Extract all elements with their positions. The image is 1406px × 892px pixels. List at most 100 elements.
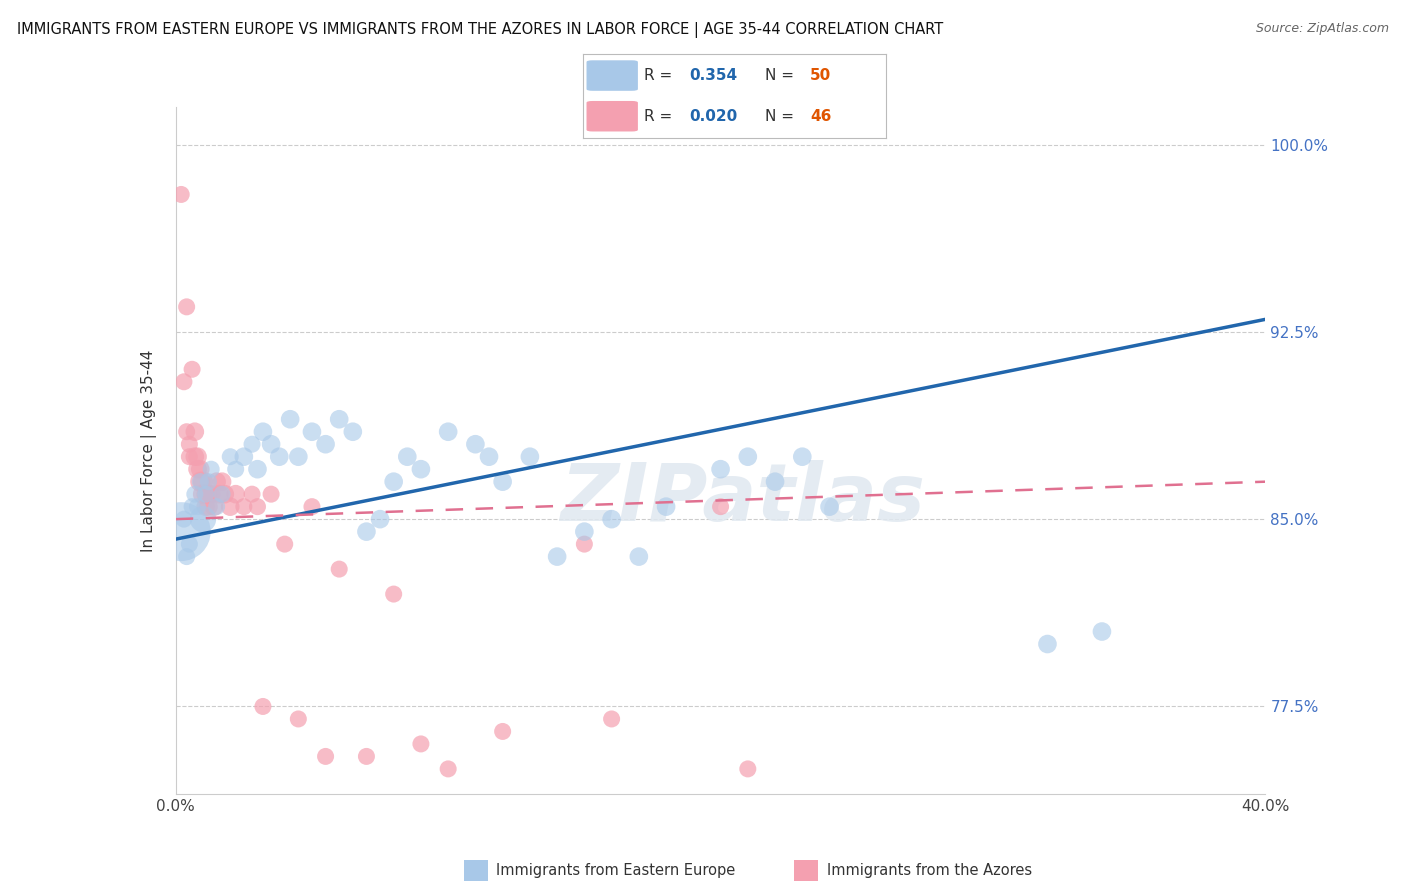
- Text: IMMIGRANTS FROM EASTERN EUROPE VS IMMIGRANTS FROM THE AZORES IN LABOR FORCE | AG: IMMIGRANTS FROM EASTERN EUROPE VS IMMIGR…: [17, 22, 943, 38]
- Point: [437, 425, 460, 439]
- Point: [1091, 624, 1114, 639]
- Point: [382, 475, 405, 489]
- Point: [437, 762, 460, 776]
- Point: [737, 762, 759, 776]
- Point: [519, 450, 541, 464]
- Point: [287, 712, 309, 726]
- Point: [274, 537, 297, 551]
- Point: [252, 699, 274, 714]
- Point: [194, 487, 217, 501]
- Point: [546, 549, 568, 564]
- Point: [191, 475, 214, 489]
- Point: [478, 450, 501, 464]
- Point: [763, 475, 786, 489]
- Point: [179, 437, 201, 451]
- Point: [260, 487, 283, 501]
- Point: [269, 450, 291, 464]
- Point: [173, 375, 195, 389]
- Point: [368, 512, 391, 526]
- Point: [197, 475, 219, 489]
- Point: [328, 412, 350, 426]
- Text: N =: N =: [765, 68, 794, 83]
- Point: [737, 450, 759, 464]
- Point: [278, 412, 301, 426]
- Point: [219, 450, 242, 464]
- Point: [600, 512, 623, 526]
- Point: [627, 549, 650, 564]
- Point: [176, 549, 198, 564]
- Point: [184, 450, 207, 464]
- Point: [328, 562, 350, 576]
- Point: [574, 537, 596, 551]
- Point: [356, 749, 378, 764]
- Point: [205, 475, 228, 489]
- Text: Immigrants from the Azores: Immigrants from the Azores: [827, 863, 1032, 878]
- Point: [315, 749, 337, 764]
- Point: [188, 475, 211, 489]
- Point: [176, 425, 198, 439]
- Text: 0.020: 0.020: [689, 109, 738, 124]
- FancyBboxPatch shape: [586, 101, 638, 131]
- Point: [225, 487, 247, 501]
- Point: [219, 500, 242, 514]
- FancyBboxPatch shape: [586, 61, 638, 91]
- Point: [315, 437, 337, 451]
- Point: [240, 487, 263, 501]
- Point: [301, 500, 323, 514]
- Text: Source: ZipAtlas.com: Source: ZipAtlas.com: [1256, 22, 1389, 36]
- Point: [240, 437, 263, 451]
- Point: [600, 712, 623, 726]
- Point: [356, 524, 378, 539]
- Point: [225, 462, 247, 476]
- Point: [200, 462, 222, 476]
- Text: R =: R =: [644, 68, 672, 83]
- Point: [574, 524, 596, 539]
- Text: 0.354: 0.354: [689, 68, 737, 83]
- Point: [194, 500, 217, 514]
- Point: [188, 475, 211, 489]
- Point: [492, 475, 515, 489]
- Point: [179, 537, 201, 551]
- Point: [197, 487, 219, 501]
- Point: [200, 487, 222, 501]
- Point: [792, 450, 814, 464]
- Text: 50: 50: [810, 68, 831, 83]
- Point: [186, 500, 209, 514]
- Point: [170, 524, 193, 539]
- Point: [208, 487, 231, 501]
- Point: [194, 487, 217, 501]
- Point: [191, 487, 214, 501]
- Text: 46: 46: [810, 109, 831, 124]
- Point: [252, 425, 274, 439]
- Text: N =: N =: [765, 109, 794, 124]
- Point: [492, 724, 515, 739]
- Point: [197, 500, 219, 514]
- Y-axis label: In Labor Force | Age 35-44: In Labor Force | Age 35-44: [141, 350, 157, 551]
- Point: [191, 512, 214, 526]
- Point: [287, 450, 309, 464]
- Point: [179, 450, 201, 464]
- Point: [409, 737, 432, 751]
- Point: [184, 425, 207, 439]
- Point: [260, 437, 283, 451]
- Point: [214, 487, 236, 501]
- Point: [342, 425, 364, 439]
- Point: [301, 425, 323, 439]
- Point: [176, 300, 198, 314]
- Point: [181, 500, 204, 514]
- Point: [409, 462, 432, 476]
- Point: [186, 450, 209, 464]
- Text: ZIPatlas: ZIPatlas: [560, 459, 925, 538]
- Point: [211, 487, 233, 501]
- Point: [181, 362, 204, 376]
- Point: [184, 487, 207, 501]
- Point: [655, 500, 678, 514]
- Text: Immigrants from Eastern Europe: Immigrants from Eastern Europe: [496, 863, 735, 878]
- Point: [710, 500, 733, 514]
- Point: [464, 437, 486, 451]
- Point: [382, 587, 405, 601]
- Point: [396, 450, 419, 464]
- Point: [246, 500, 269, 514]
- Point: [246, 462, 269, 476]
- Point: [188, 462, 211, 476]
